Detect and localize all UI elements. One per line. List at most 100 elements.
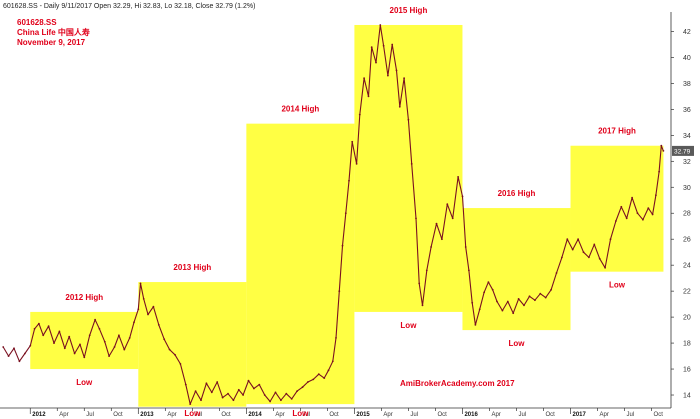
x-tick-label: 2017 — [573, 412, 587, 418]
price-point — [358, 113, 361, 116]
x-tick-label: Oct — [113, 412, 123, 418]
x-tick-label: Oct — [221, 412, 231, 418]
x-tick-label: Apr — [600, 412, 609, 418]
price-point — [68, 335, 71, 338]
x-tick-label: Apr — [275, 412, 284, 418]
price-point — [147, 313, 149, 316]
price-point — [398, 105, 401, 108]
chart-info-line: 601628.SS - Daily 9/11/2017 Open 32.29, … — [3, 3, 255, 10]
price-point — [194, 390, 197, 392]
price-point — [327, 369, 330, 372]
price-point — [83, 356, 86, 359]
price-point — [341, 244, 344, 247]
range-box-2012 — [30, 311, 139, 370]
low-label-2017: Low — [609, 281, 626, 290]
price-point — [615, 220, 617, 222]
price-point — [103, 340, 106, 343]
price-point — [139, 282, 142, 285]
y-tick-label: 14 — [683, 393, 691, 400]
last-price-label: 32.79 — [674, 148, 691, 155]
price-point — [609, 238, 612, 241]
price-point — [94, 318, 96, 321]
price-point — [430, 246, 432, 248]
x-tick-label: 2015 — [356, 412, 370, 418]
price-point — [528, 295, 531, 298]
price-point — [387, 74, 389, 77]
x-tick-label: Apr — [383, 412, 392, 418]
price-point — [382, 44, 385, 47]
price-point — [227, 392, 229, 395]
price-point — [274, 391, 277, 394]
price-point — [425, 269, 428, 272]
price-point — [24, 352, 26, 355]
price-point — [221, 396, 224, 399]
date-label: November 9, 2017 — [17, 38, 86, 47]
price-point — [53, 342, 55, 344]
price-point — [73, 352, 76, 355]
price-point — [496, 300, 498, 303]
range-box-2015 — [354, 24, 463, 312]
x-tick-label: 2016 — [464, 412, 478, 418]
y-tick-label: 32 — [683, 159, 691, 166]
price-point — [184, 383, 187, 386]
last-price-badge — [672, 145, 694, 156]
price-point — [247, 379, 250, 382]
price-point — [323, 377, 326, 379]
price-point — [571, 248, 574, 251]
price-point — [604, 266, 606, 269]
price-point — [18, 360, 21, 363]
price-point — [620, 205, 623, 208]
price-point — [474, 324, 477, 326]
price-point — [200, 399, 202, 402]
price-point — [317, 373, 320, 376]
price-point — [517, 298, 520, 300]
x-tick-label: Jul — [410, 412, 418, 418]
price-point — [461, 195, 464, 198]
price-point — [88, 334, 91, 337]
high-label-2015: 2015 High — [390, 6, 428, 15]
price-point — [379, 24, 382, 26]
y-tick-label: 30 — [683, 185, 691, 192]
price-point — [123, 348, 126, 351]
high-label-2014: 2014 High — [281, 105, 319, 114]
price-point — [660, 144, 663, 147]
price-point — [415, 217, 417, 220]
price-point — [79, 343, 81, 346]
price-point — [544, 296, 547, 299]
price-point — [133, 321, 135, 324]
price-point — [421, 304, 424, 307]
watermark-label: AmiBrokerAcademy.com 2017 — [400, 379, 515, 388]
price-point — [370, 46, 373, 48]
price-point — [435, 222, 438, 225]
price-point — [157, 324, 160, 326]
price-point — [296, 390, 298, 392]
price-point — [506, 300, 509, 303]
price-point — [38, 322, 40, 325]
price-point — [13, 347, 15, 350]
price-point — [625, 217, 628, 220]
price-point — [446, 203, 449, 206]
price-point — [512, 312, 515, 315]
price-series-line — [2, 24, 664, 405]
price-point — [258, 383, 261, 386]
x-tick-label: Oct — [437, 412, 447, 418]
x-tick-label: 2012 — [32, 412, 46, 418]
price-point — [210, 391, 213, 394]
price-point — [395, 69, 398, 72]
high-label-2016: 2016 High — [498, 189, 536, 198]
price-point — [232, 399, 235, 402]
price-point — [58, 330, 61, 333]
price-point — [2, 346, 5, 348]
company-label: China Life 中国人寿 — [17, 27, 90, 37]
x-tick-label: Jul — [86, 412, 94, 418]
price-point — [128, 337, 131, 339]
low-label-2015: Low — [400, 321, 417, 330]
price-point — [137, 308, 140, 311]
price-point — [464, 246, 467, 248]
price-point — [312, 378, 315, 381]
price-point — [367, 95, 370, 98]
price-point — [280, 399, 282, 402]
y-tick-label: 18 — [683, 341, 691, 348]
price-point — [205, 382, 208, 385]
